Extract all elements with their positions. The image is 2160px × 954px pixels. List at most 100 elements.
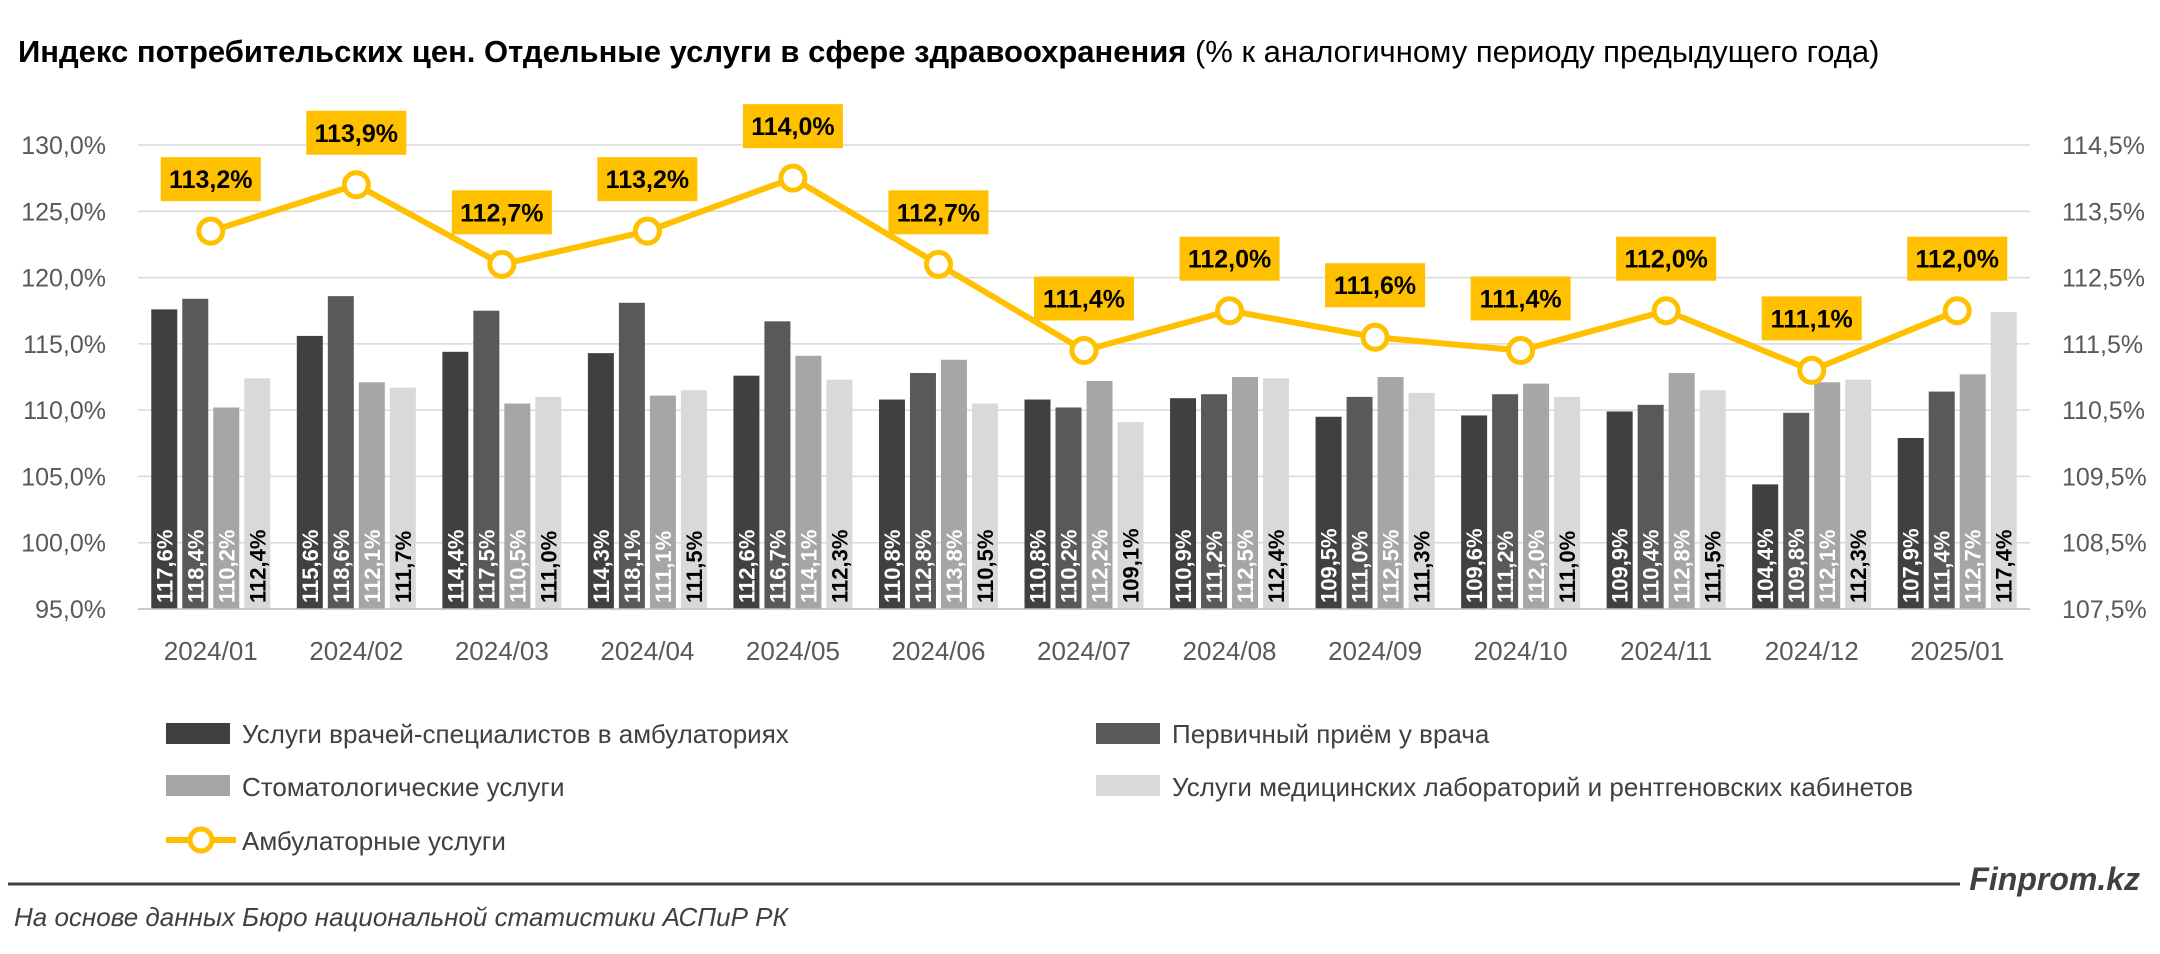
line-label-box xyxy=(1907,236,2008,281)
line-value-label: 112,7% xyxy=(897,199,980,227)
legend-swatch-series-3 xyxy=(166,775,230,796)
bar-value-label: 112,1% xyxy=(360,530,385,603)
bar-value-label: 113,8% xyxy=(942,530,967,603)
bar-value-label: 117,4% xyxy=(1992,530,2017,603)
bar-value-label: 112,4% xyxy=(245,530,270,603)
bar-value-label: 111,2% xyxy=(1493,531,1518,603)
line-label-box xyxy=(306,110,407,155)
bar-value-label: 116,7% xyxy=(765,530,790,603)
bar-value-label: 112,5% xyxy=(1379,530,1404,603)
bar-series-2 xyxy=(473,310,500,609)
right-tick-label: 107,5% xyxy=(2062,596,2147,624)
line-label-box xyxy=(1325,263,1426,308)
bar-series-2 xyxy=(764,321,791,609)
bar-series-4 xyxy=(1408,392,1435,609)
bar-value-label: 111,0% xyxy=(1348,531,1373,603)
bar-series-1 xyxy=(296,335,323,609)
bar-series-3 xyxy=(1086,380,1113,609)
bar-series-4 xyxy=(389,387,416,609)
bar-series-3 xyxy=(1959,374,1986,609)
bar-series-1 xyxy=(1170,398,1197,609)
bar-value-label: 110,4% xyxy=(1639,530,1664,603)
line-label-box xyxy=(160,157,261,202)
bar-series-4 xyxy=(1263,378,1290,609)
bar-value-label: 114,3% xyxy=(589,530,614,603)
bar-series-2 xyxy=(618,302,645,609)
bar-series-3 xyxy=(213,407,240,609)
line-point xyxy=(1069,335,1099,365)
bar-series-4 xyxy=(680,390,707,609)
bar-series-3 xyxy=(504,403,531,609)
x-tick-label: 2024/09 xyxy=(1328,636,1422,666)
bar-value-label: 112,4% xyxy=(1264,530,1289,603)
bar-value-label: 118,6% xyxy=(329,530,354,603)
legend-swatch-series-4 xyxy=(1096,775,1160,796)
line-value-label: 113,2% xyxy=(606,166,689,194)
bar-series-2 xyxy=(1492,394,1519,609)
legend-swatch-series-2 xyxy=(1096,723,1160,744)
bar-series-2 xyxy=(1783,412,1810,609)
bar-series-2 xyxy=(327,296,354,609)
left-tick-label: 100,0% xyxy=(21,530,106,558)
bar-value-label: 111,3% xyxy=(1410,531,1435,603)
legend: Услуги врачей-специалистов в амбулатория… xyxy=(166,719,1913,856)
legend-swatch-series-1 xyxy=(166,723,230,744)
bar-value-label: 107,9% xyxy=(1899,528,1924,603)
bar-value-label: 109,5% xyxy=(1317,528,1342,603)
bar-value-label: 109,1% xyxy=(1119,528,1144,603)
bar-value-label: 111,0% xyxy=(536,531,561,603)
bar-series-1 xyxy=(1461,415,1488,609)
x-tick-label: 2025/01 xyxy=(1910,636,2004,666)
legend-label-series-2: Первичный приём у врача xyxy=(1172,719,1490,749)
bar-series-4 xyxy=(1117,422,1144,609)
line-point xyxy=(196,216,226,246)
bar-value-label: 112,6% xyxy=(734,530,759,603)
chart-title-units: (% к аналогичному периоду предыдущего го… xyxy=(1186,34,1879,69)
x-tick-label: 2024/03 xyxy=(455,636,549,666)
left-tick-label: 130,0% xyxy=(21,132,106,160)
bar-series-1 xyxy=(151,309,178,609)
line-series: 113,2% 113,9% 112,7% 113,2% 114,0% 112,7% 111,… xyxy=(160,104,2008,385)
bar-value-label: 109,9% xyxy=(1608,528,1633,603)
bar-series-3 xyxy=(1523,383,1550,609)
left-y-axis: 95,0% 100,0% 105,0% 110,0% 115,0% 120,0% 125,0… xyxy=(21,132,106,624)
bar-series-2 xyxy=(909,373,936,609)
bar-series-1 xyxy=(733,375,760,609)
bar-series-2 xyxy=(1201,394,1228,609)
line-point xyxy=(923,249,953,279)
line-label-box xyxy=(1034,276,1134,321)
bar-value-label: 118,4% xyxy=(183,530,208,603)
right-tick-label: 112,5% xyxy=(2062,265,2145,293)
bar-value-label: 110,2% xyxy=(1057,530,1082,603)
line-label-box xyxy=(888,190,989,235)
bar-series-4 xyxy=(1845,379,1872,609)
bar-value-labels: 117,6% 115,6% 114,4% 114,3% 112,6% 110,8% 110,… xyxy=(152,528,2016,603)
x-tick-label: 2024/08 xyxy=(1183,636,1277,666)
right-tick-label: 114,5% xyxy=(2062,132,2145,160)
bar-value-label: 112,8% xyxy=(1670,530,1695,603)
line-point xyxy=(632,216,662,246)
bar-series-1 xyxy=(1897,437,1924,609)
bar-series-2 xyxy=(1928,391,1955,609)
left-tick-label: 105,0% xyxy=(21,463,106,491)
bar-value-label: 111,0% xyxy=(1555,531,1580,603)
line-label-box xyxy=(597,157,698,202)
bars xyxy=(151,296,2017,609)
x-tick-label: 2024/06 xyxy=(891,636,985,666)
bar-value-label: 112,3% xyxy=(1846,530,1871,603)
bar-value-label: 110,8% xyxy=(1026,530,1051,603)
bar-series-4 xyxy=(971,403,998,609)
line-point xyxy=(778,163,808,193)
legend-label-series-3: Стоматологические услуги xyxy=(242,772,565,802)
bar-value-label: 111,2% xyxy=(1202,531,1227,603)
bar-series-4 xyxy=(1699,390,1726,609)
bar-series-3 xyxy=(940,359,967,609)
line-point xyxy=(1651,296,1681,326)
bar-value-label: 111,7% xyxy=(391,531,416,603)
bar-value-label: 110,5% xyxy=(973,530,998,603)
right-tick-label: 113,5% xyxy=(2062,198,2145,226)
x-axis: 2024/01 2024/02 2024/03 2024/04 2024/05 2024/… xyxy=(138,608,2030,666)
bar-series-3 xyxy=(795,355,822,609)
bar-series-3 xyxy=(1232,377,1259,609)
